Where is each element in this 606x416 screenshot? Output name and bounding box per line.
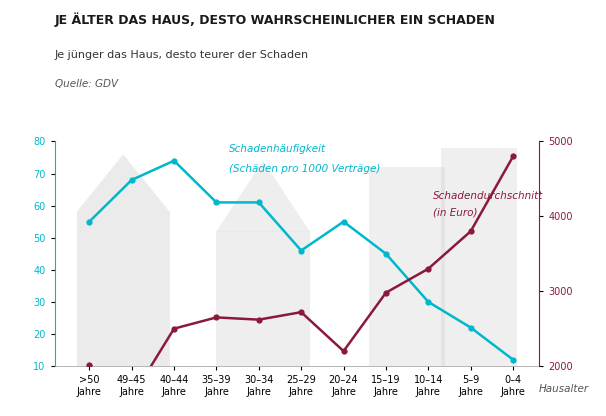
Polygon shape — [216, 231, 310, 366]
Polygon shape — [441, 148, 518, 366]
Polygon shape — [216, 161, 310, 231]
Polygon shape — [76, 154, 170, 212]
Text: Je jünger das Haus, desto teurer der Schaden: Je jünger das Haus, desto teurer der Sch… — [55, 50, 308, 60]
Text: (in Euro): (in Euro) — [433, 208, 477, 218]
Text: Schadendurchschnitt: Schadendurchschnitt — [433, 191, 543, 201]
Text: Hausalter: Hausalter — [539, 384, 588, 394]
Text: (Schäden pro 1000 Verträge): (Schäden pro 1000 Verträge) — [229, 163, 381, 173]
Polygon shape — [76, 212, 170, 366]
Text: JE ÄLTER DAS HAUS, DESTO WAHRSCHEINLICHER EIN SCHADEN: JE ÄLTER DAS HAUS, DESTO WAHRSCHEINLICHE… — [55, 12, 496, 27]
Text: Quelle: GDV: Quelle: GDV — [55, 79, 118, 89]
Polygon shape — [369, 167, 445, 366]
Text: Schadenhäufigkeit: Schadenhäufigkeit — [229, 144, 326, 154]
